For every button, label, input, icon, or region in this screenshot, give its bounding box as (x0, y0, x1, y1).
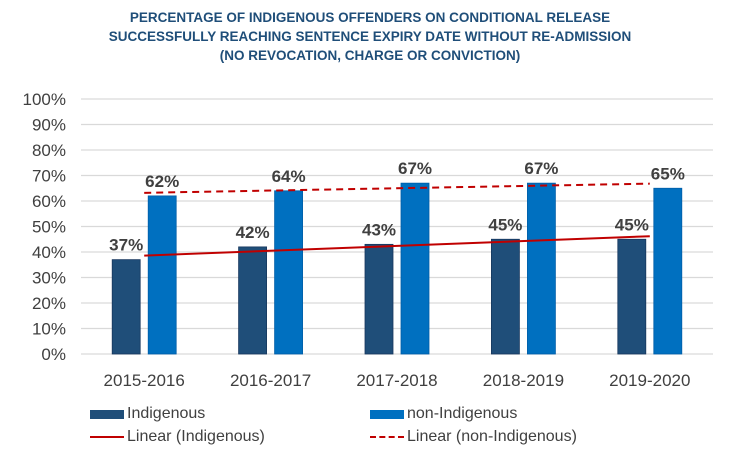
chart-title: PERCENTAGE OF INDIGENOUS OFFENDERS ON CO… (0, 8, 740, 65)
gridlines (81, 98, 713, 355)
data-labels: 37% 62% 42% 64% 43% 67% 45% 67% 45% 65% (109, 159, 685, 255)
y-tick-label: 0% (41, 345, 66, 364)
bar-non-indigenous (147, 195, 177, 355)
y-tick-label: 30% (32, 269, 66, 288)
data-label: 42% (236, 223, 270, 242)
legend-swatch-indigenous (90, 409, 124, 419)
legend-item-linear-non-indigenous: Linear (non-Indigenous) (370, 428, 577, 446)
bar-non-indigenous (653, 187, 683, 355)
bar-non-indigenous (274, 190, 304, 355)
y-tick-label: 10% (32, 320, 66, 339)
legend-item-linear-indigenous: Linear (Indigenous) (90, 428, 265, 446)
bar-indigenous (617, 238, 647, 355)
data-label: 67% (398, 159, 432, 178)
data-label: 37% (109, 236, 143, 255)
chart-title-line-3: (NO REVOCATION, CHARGE OR CONVICTION) (219, 48, 521, 63)
data-label: 65% (651, 164, 685, 183)
x-axis-ticks: 2015-2016 2016-2017 2017-2018 2018-2019 2019… (104, 371, 691, 390)
trendline-indigenous (144, 235, 650, 257)
x-tick-label: 2016-2017 (230, 371, 311, 390)
chart-title-line-1: PERCENTAGE OF INDIGENOUS OFFENDERS ON CO… (129, 10, 611, 25)
x-tick-label: 2017-2018 (356, 371, 437, 390)
bar-non-indigenous (400, 182, 430, 355)
legend-swatch-linear-non-indigenous (370, 436, 404, 438)
legend-swatch-linear-indigenous (90, 436, 124, 438)
legend-label-non-indigenous: non-Indigenous (407, 405, 518, 422)
legend-item-non-indigenous: non-Indigenous (370, 405, 517, 423)
y-tick-label: 70% (32, 167, 66, 186)
x-tick-label: 2019-2020 (609, 371, 690, 390)
y-tick-label: 20% (32, 294, 66, 313)
bar-indigenous (490, 238, 520, 355)
data-label: 64% (272, 167, 306, 186)
data-label: 45% (615, 215, 649, 234)
x-tick-label: 2015-2016 (104, 371, 185, 390)
data-label: 67% (524, 159, 558, 178)
trendline-non-indigenous (144, 182, 650, 194)
bar-non-indigenous (527, 182, 556, 355)
y-tick-label: 40% (32, 243, 66, 262)
y-tick-label: 100% (23, 90, 66, 109)
x-tick-label: 2018-2019 (483, 371, 564, 390)
trendlines (144, 182, 650, 257)
y-tick-label: 80% (32, 141, 66, 160)
data-label: 45% (488, 215, 522, 234)
y-tick-label: 90% (32, 116, 66, 135)
y-tick-label: 50% (32, 218, 66, 237)
legend-item-indigenous: Indigenous (90, 405, 205, 423)
legend-label-linear-non-indigenous: Linear (non-Indigenous) (407, 428, 577, 445)
bar-indigenous (111, 259, 141, 355)
y-tick-label: 60% (32, 192, 66, 211)
legend-label-indigenous: Indigenous (127, 405, 206, 422)
legend-swatch-non-indigenous (370, 409, 404, 419)
chart-title-line-2: SUCCESSFULLY REACHING SENTENCE EXPIRY DA… (108, 29, 632, 44)
y-axis-ticks: 0% 10% 20% 30% 40% 50% 60% 70% 80% 90% 100% (23, 90, 66, 364)
bars (111, 182, 683, 355)
bar-indigenous (238, 246, 268, 355)
data-label: 62% (145, 172, 179, 191)
data-label: 43% (362, 220, 396, 239)
legend-label-linear-indigenous: Linear (Indigenous) (127, 428, 265, 445)
bar-indigenous (364, 243, 394, 355)
